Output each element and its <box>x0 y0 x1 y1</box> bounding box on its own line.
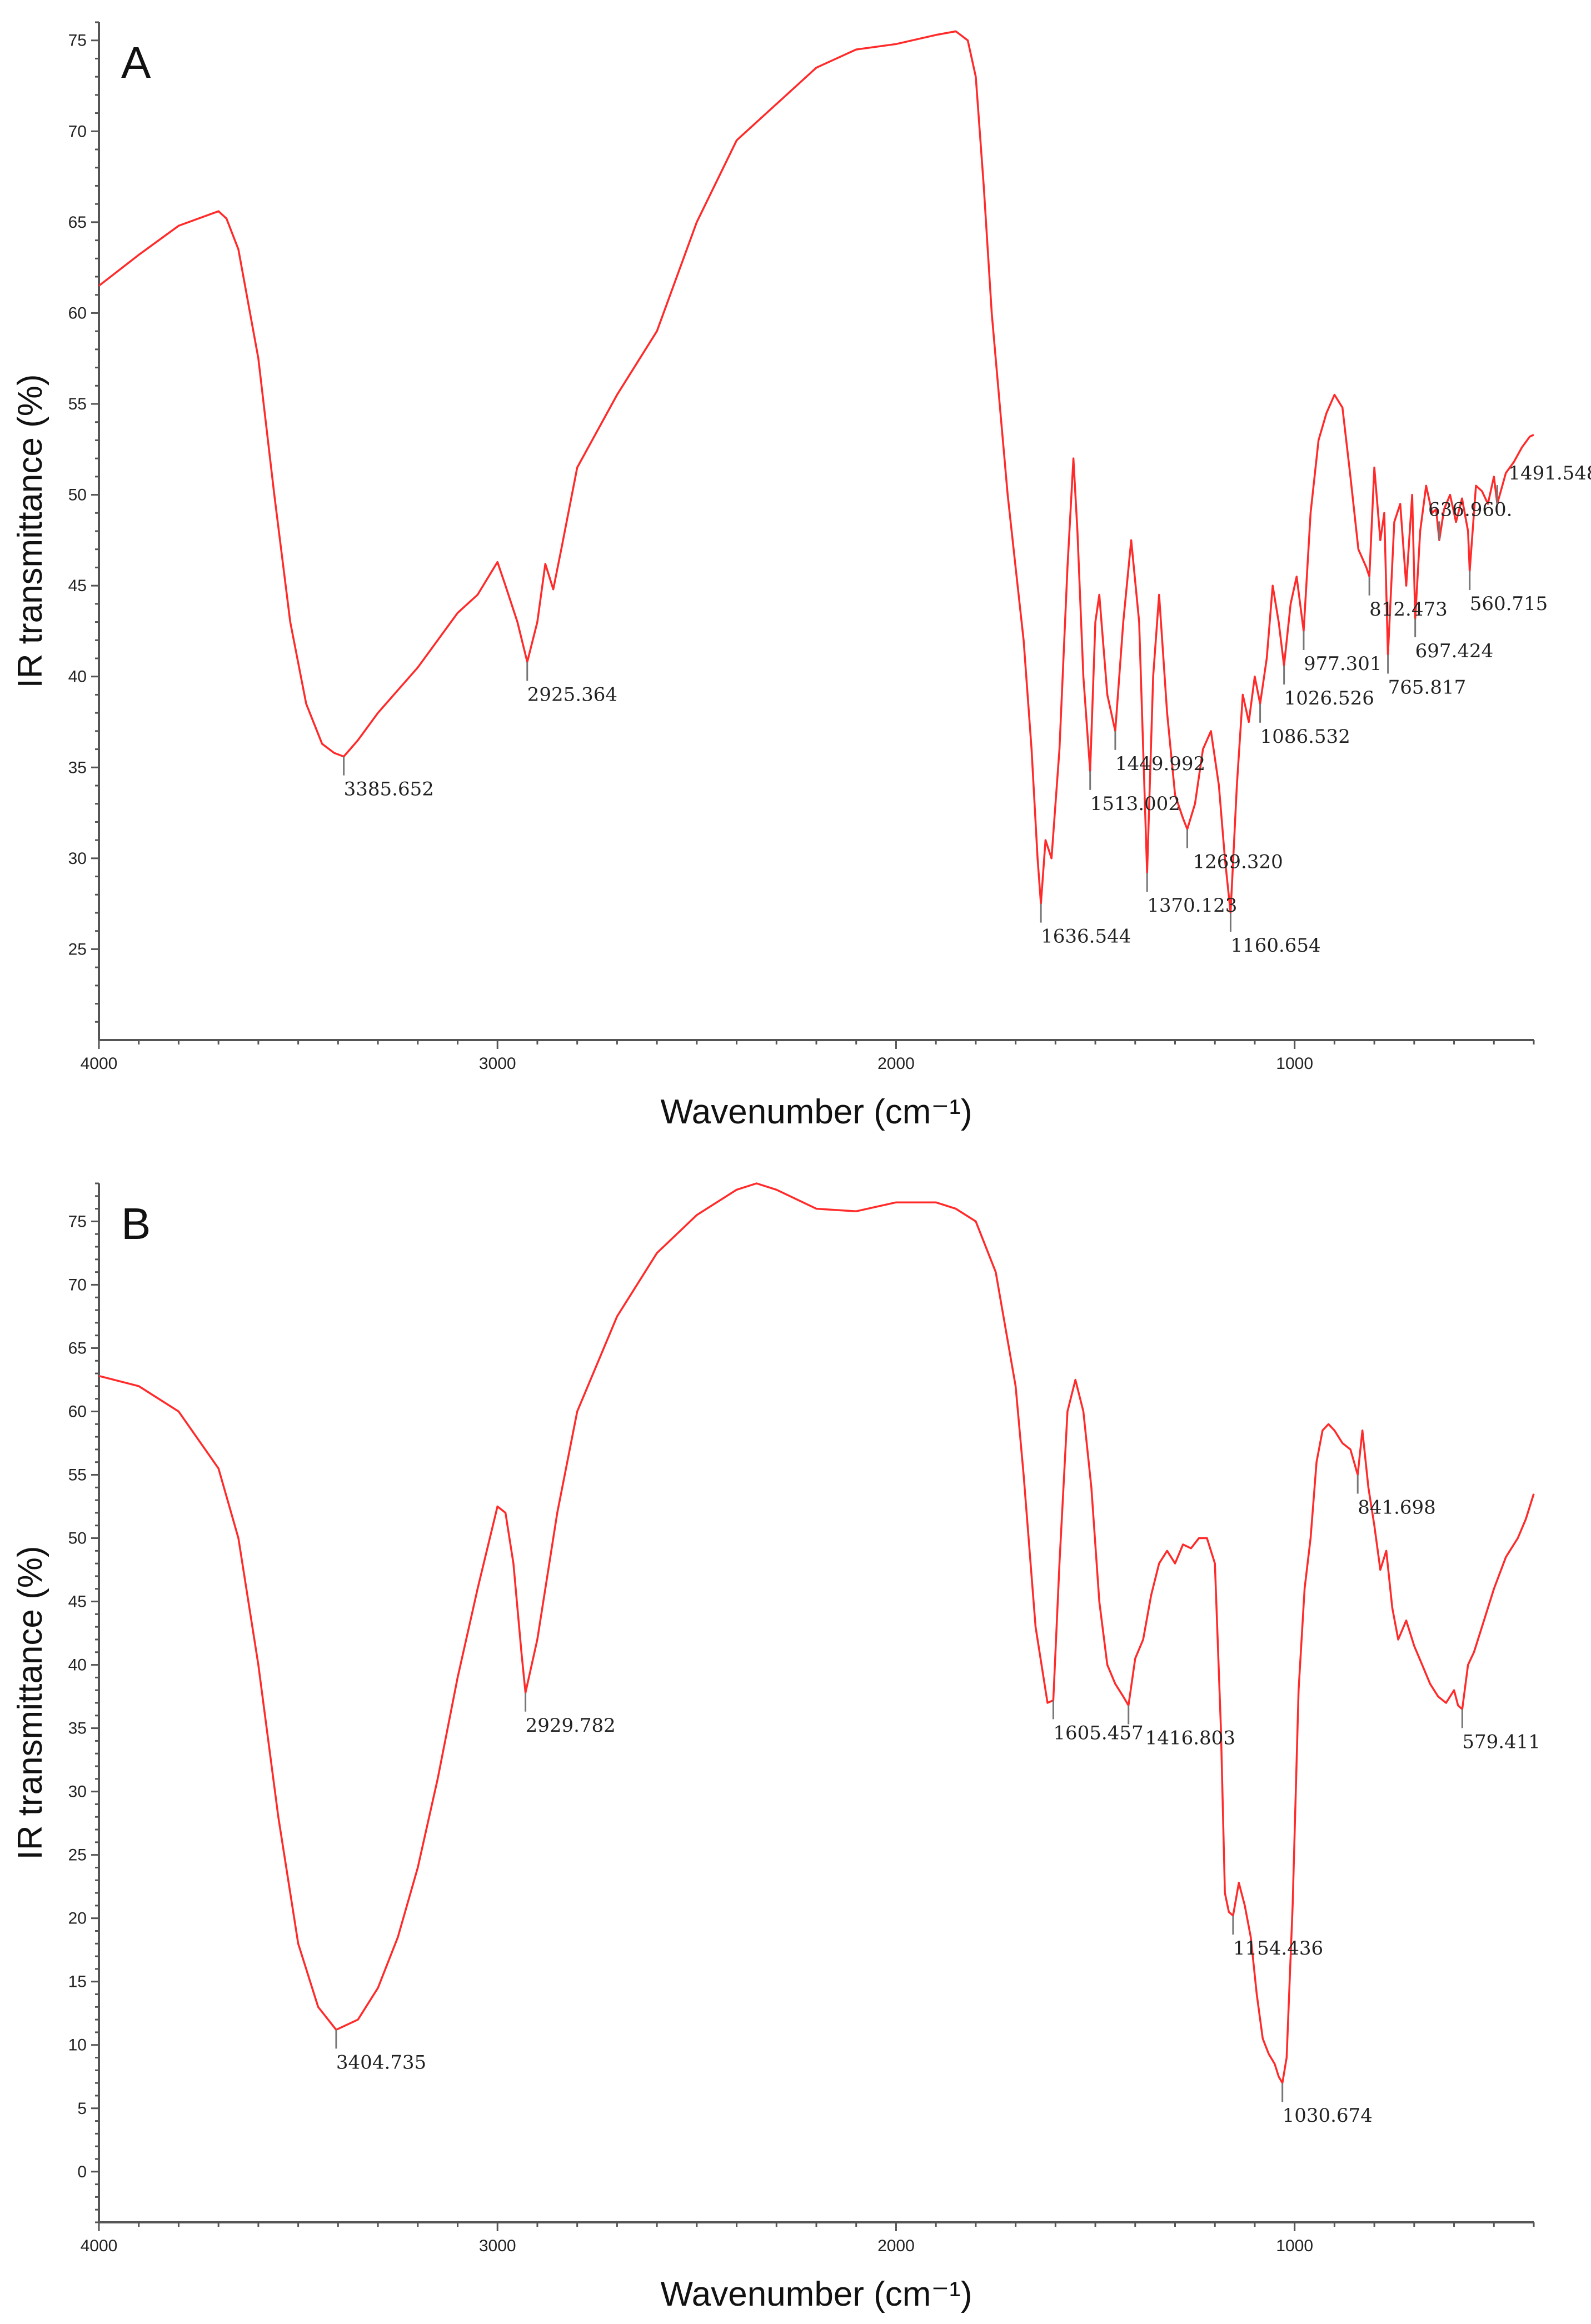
chart-panel-a: 25 30 35 40 45 50 55 60 65 70 75 4000 3000 2000 1000 Wa… <box>11 21 1591 1131</box>
peak-label: 1026.526 <box>1284 687 1374 709</box>
peak-label: 697.424 <box>1415 640 1494 662</box>
y-tick-label: 0 <box>77 2163 87 2181</box>
peak-label: 1416.803 <box>1145 1727 1235 1750</box>
y-tick-label: 40 <box>68 1656 87 1675</box>
y-tick-label: 35 <box>68 758 87 777</box>
x-tick-label: 1000 <box>1276 2237 1313 2255</box>
y-tick-label: 65 <box>68 1339 87 1357</box>
y-tick-label: 75 <box>68 1212 87 1231</box>
y-tick-label: 45 <box>68 1593 87 1611</box>
x-tick-label: 3000 <box>479 1054 516 1073</box>
x-axis-title: Wavenumber (cm⁻¹) <box>661 1093 972 1131</box>
y-tick-label: 30 <box>68 1783 87 1801</box>
peak-label: 579.411 <box>1462 1731 1540 1753</box>
peak-label: 1449.992 <box>1115 753 1205 775</box>
peak-label: 560.715 <box>1470 593 1548 615</box>
x-tick-label: 1000 <box>1276 1054 1313 1073</box>
y-tick-label: 5 <box>77 2100 87 2118</box>
y-tick-label: 75 <box>68 32 87 50</box>
spectrum-line <box>98 30 1534 914</box>
y-tick-label: 10 <box>68 2036 87 2055</box>
y-tick-label: 55 <box>68 1466 87 1485</box>
y-tick-label: 30 <box>68 849 87 868</box>
y-axis-title: IR transmittance (%) <box>11 1546 49 1860</box>
peak-label: 1491.548 <box>1508 462 1591 484</box>
peak-label: 2925.364 <box>527 684 617 706</box>
y-tick-label: 35 <box>68 1720 87 1738</box>
panel-label: A <box>121 38 151 87</box>
peak-label: 1154.436 <box>1233 1937 1323 1960</box>
peak-label: 2929.782 <box>526 1715 616 1737</box>
x-tick-label: 4000 <box>81 2237 118 2255</box>
y-tick-label: 50 <box>68 1530 87 1548</box>
y-tick-label: 15 <box>68 1973 87 1991</box>
x-tick-label: 4000 <box>81 1054 118 1073</box>
x-tick-label: 3000 <box>479 2237 516 2255</box>
peak-label: 1160.654 <box>1230 934 1320 957</box>
peak-label: 1636.544 <box>1041 926 1131 948</box>
y-tick-label: 25 <box>68 1846 87 1865</box>
y-tick-label: 70 <box>68 122 87 141</box>
chart-panel-b: 0 5 10 15 20 25 30 35 40 45 50 55 60 65 70 75 4000 3000 20… <box>11 1182 1540 2313</box>
peak-label: 3385.652 <box>344 778 434 801</box>
panel-label: B <box>121 1199 151 1248</box>
y-tick-label: 25 <box>68 940 87 958</box>
x-axis-title: Wavenumber (cm⁻¹) <box>661 2275 972 2313</box>
spectrum-line <box>98 1182 1535 2084</box>
x-tick-label: 2000 <box>877 2237 915 2255</box>
y-axis-title: IR transmittance (%) <box>11 374 49 688</box>
peak-label: 841.698 <box>1358 1497 1436 1519</box>
x-tick-label: 2000 <box>877 1054 915 1073</box>
peak-label: 765.817 <box>1388 676 1467 698</box>
peak-label: 977.301 <box>1304 653 1382 675</box>
peak-label: 1086.532 <box>1260 726 1350 748</box>
peak-label: 636.960. <box>1428 498 1512 521</box>
y-tick-label: 70 <box>68 1276 87 1294</box>
peak-label: 3404.735 <box>336 2051 426 2073</box>
y-tick-label: 45 <box>68 577 87 595</box>
y-tick-label: 60 <box>68 1402 87 1421</box>
peak-label: 1513.002 <box>1090 793 1180 815</box>
y-tick-label: 20 <box>68 1910 87 1928</box>
y-tick-label: 55 <box>68 395 87 413</box>
peak-label: 1605.457 <box>1053 1722 1143 1744</box>
y-tick-label: 40 <box>68 668 87 686</box>
peak-label: 1370.123 <box>1147 894 1237 917</box>
peak-label: 1269.320 <box>1193 851 1283 873</box>
y-tick-label: 60 <box>68 304 87 322</box>
y-tick-label: 65 <box>68 213 87 232</box>
y-tick-label: 50 <box>68 486 87 504</box>
peak-label: 1030.674 <box>1283 2105 1373 2127</box>
peak-label: 812.473 <box>1369 598 1448 621</box>
